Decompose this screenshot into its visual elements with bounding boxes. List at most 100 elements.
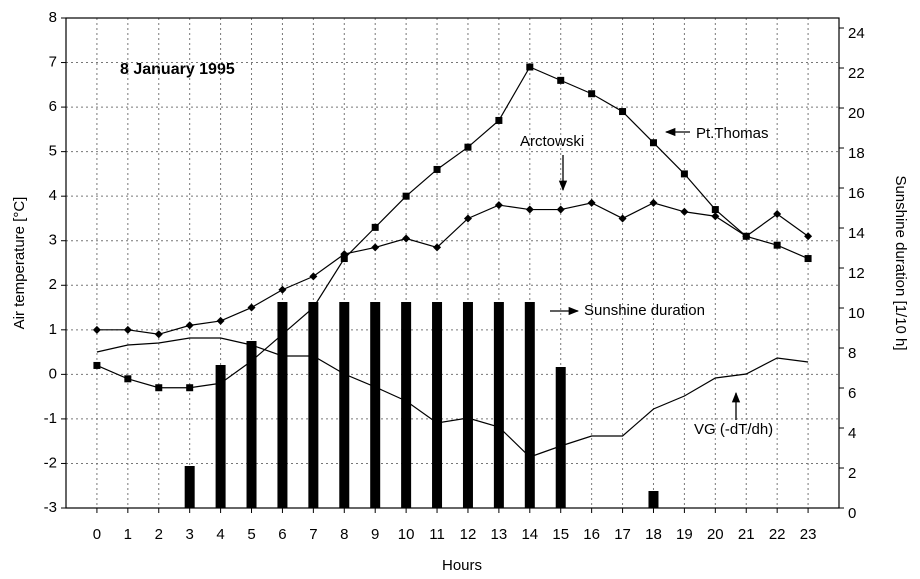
marker — [93, 361, 101, 369]
y-tick-label: 7 — [49, 54, 57, 71]
marker — [773, 210, 782, 218]
marker — [556, 205, 565, 214]
marker — [495, 116, 503, 124]
series-label: Arctowski — [520, 133, 584, 150]
x-tick-label: 1 — [124, 526, 132, 543]
bar — [401, 302, 412, 508]
y2-tick-label: 22 — [848, 65, 865, 82]
chart-title: 8 January 1995 — [120, 61, 235, 78]
x-tick-label: 10 — [398, 526, 415, 543]
x-tick-label: 12 — [460, 526, 477, 543]
marker — [402, 234, 411, 243]
bar — [524, 302, 535, 508]
marker — [557, 76, 565, 84]
x-tick-label: 3 — [186, 526, 194, 543]
bar — [246, 341, 257, 508]
y2-tick-label: 12 — [848, 265, 865, 282]
bar — [308, 302, 319, 508]
marker — [494, 201, 503, 210]
marker — [711, 206, 719, 214]
y-tick-label: -3 — [44, 499, 57, 516]
x-axis-label: Hours — [442, 557, 482, 574]
marker — [804, 232, 813, 241]
y2-tick-label: 18 — [848, 145, 865, 162]
marker — [124, 375, 132, 383]
x-tick-label: 6 — [278, 526, 286, 543]
marker — [618, 214, 627, 223]
marker — [340, 250, 349, 259]
marker — [278, 330, 286, 338]
x-tick-label: 17 — [614, 526, 631, 543]
x-tick-label: 2 — [155, 526, 163, 543]
x-tick-label: 21 — [738, 526, 755, 543]
marker — [186, 384, 194, 392]
bar — [493, 302, 504, 508]
y-tick-label: 4 — [49, 187, 57, 204]
marker — [371, 243, 380, 252]
y2-tick-label: 16 — [848, 185, 865, 202]
x-tick-label: 23 — [800, 526, 817, 543]
x-tick-label: 0 — [93, 526, 101, 543]
y2-tick-label: 6 — [848, 385, 856, 402]
bar — [277, 302, 288, 508]
bar — [555, 367, 566, 508]
marker — [742, 232, 751, 241]
marker — [680, 170, 688, 178]
bar — [648, 491, 659, 508]
series-label: VG (-dT/dh) — [694, 421, 773, 438]
marker — [588, 90, 596, 98]
marker — [309, 304, 317, 312]
y-tick-label: -2 — [44, 454, 57, 471]
marker — [247, 303, 256, 312]
marker — [154, 330, 163, 339]
bar — [432, 302, 443, 508]
marker — [309, 272, 318, 281]
y2-tick-label: 14 — [848, 225, 865, 242]
y-tick-label: 5 — [49, 143, 57, 160]
x-tick-label: 13 — [491, 526, 508, 543]
y2-axis-label: Sunshine duration [1/10 h] — [892, 175, 909, 350]
marker — [278, 285, 287, 294]
marker — [216, 316, 225, 325]
x-tick-label: 14 — [521, 526, 538, 543]
marker — [185, 321, 194, 330]
series-label: Sunshine duration — [584, 302, 705, 319]
marker — [123, 325, 132, 334]
marker — [773, 241, 781, 249]
y-tick-label: 3 — [49, 232, 57, 249]
marker — [463, 214, 472, 223]
marker — [804, 255, 812, 263]
marker — [525, 205, 534, 214]
x-tick-label: 11 — [429, 526, 445, 543]
bar — [462, 302, 473, 508]
line — [96, 337, 809, 458]
y2-tick-label: 20 — [848, 105, 865, 122]
y2-tick-label: 10 — [848, 305, 865, 322]
plot-frame — [65, 17, 840, 509]
x-tick-label: 19 — [676, 526, 693, 543]
bar — [370, 302, 381, 508]
marker — [371, 223, 379, 231]
marker — [217, 379, 225, 387]
marker — [619, 108, 627, 116]
x-tick-label: 16 — [583, 526, 600, 543]
marker — [248, 357, 256, 365]
marker — [433, 243, 442, 252]
y2-tick-label: 2 — [848, 465, 856, 482]
y2-tick-label: 24 — [848, 25, 865, 42]
y2-tick-label: 0 — [848, 505, 856, 522]
marker — [587, 198, 596, 207]
bar — [184, 466, 195, 508]
x-tick-label: 20 — [707, 526, 724, 543]
marker — [526, 63, 534, 71]
marker — [402, 192, 410, 200]
bar — [215, 365, 226, 508]
marker — [680, 207, 689, 216]
y2-tick-label: 4 — [848, 425, 856, 442]
y-tick-label: 8 — [49, 9, 57, 26]
marker — [340, 255, 348, 263]
x-tick-label: 5 — [247, 526, 255, 543]
y-tick-label: 6 — [49, 98, 57, 115]
x-tick-label: 18 — [645, 526, 662, 543]
